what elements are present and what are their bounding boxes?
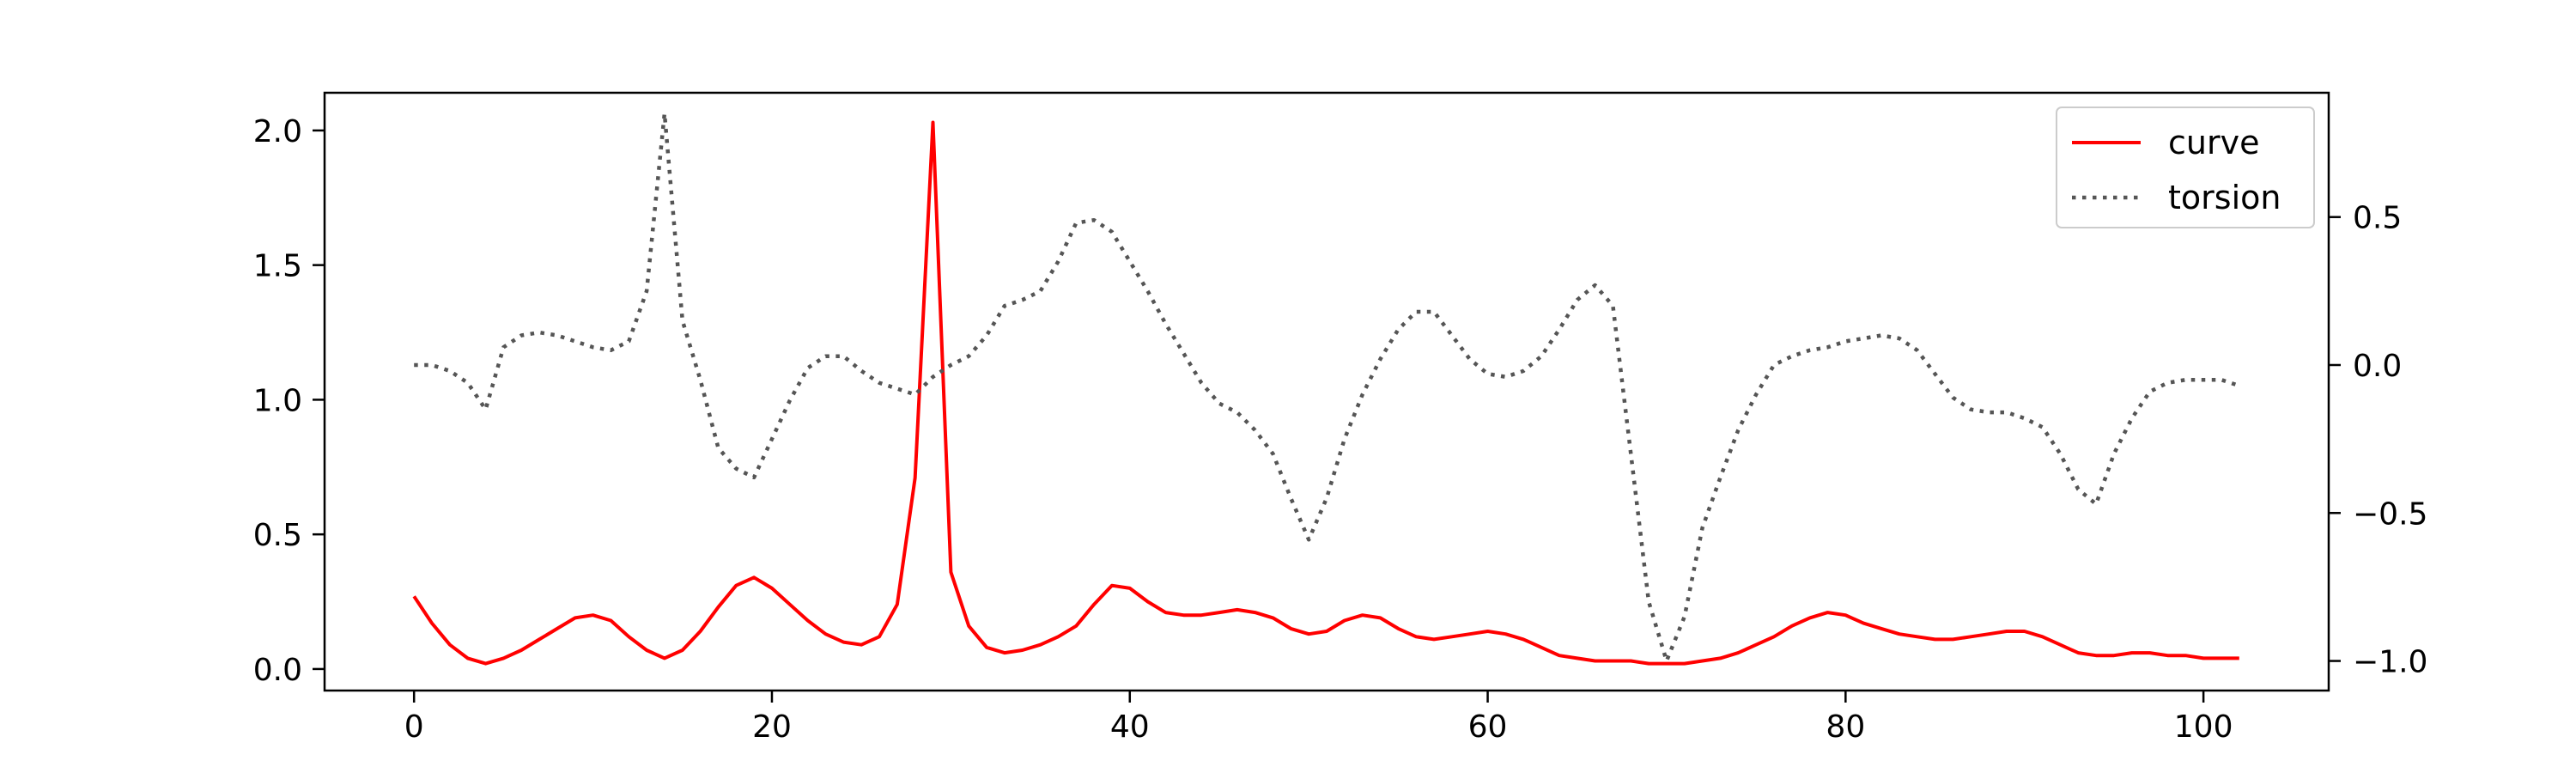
x-tick-label: 0 [404, 709, 424, 745]
x-tick-label: 20 [752, 709, 792, 745]
y-left-tick-label: 0.5 [253, 518, 302, 553]
y-right-tick-label: 0.0 [2353, 349, 2402, 384]
x-tick-label: 100 [2174, 709, 2233, 745]
series-line-curve [412, 120, 2239, 666]
y-right-tick-label: 0.5 [2353, 201, 2402, 236]
y-left-tick-label: 1.0 [253, 383, 302, 418]
x-tick-label: 80 [1826, 709, 1865, 745]
plot-frame [323, 91, 2330, 692]
series-layer [412, 111, 2240, 666]
y-left-tick-label: 2.0 [253, 114, 302, 149]
x-tick-label: 40 [1110, 709, 1150, 745]
y-right-tick-label: −0.5 [2353, 496, 2427, 532]
legend-box [2056, 107, 2315, 228]
series-line-torsion [414, 111, 2240, 663]
y-left-tick-label: 0.0 [253, 653, 302, 688]
x-tick-label: 60 [1468, 709, 1508, 745]
y-right-tick-label: −1.0 [2353, 645, 2427, 680]
axes-layer: 0 20 40 60 80 100 0.0 0.5 1.0 1.5 2.0 −1.0 −0.5 0.0 0.… [253, 91, 2427, 745]
y-left-tick-label: 1.5 [253, 249, 302, 284]
legend-label-curve: curve [2168, 124, 2259, 161]
legend: curve torsion [2056, 107, 2315, 228]
legend-label-torsion: torsion [2168, 179, 2281, 216]
